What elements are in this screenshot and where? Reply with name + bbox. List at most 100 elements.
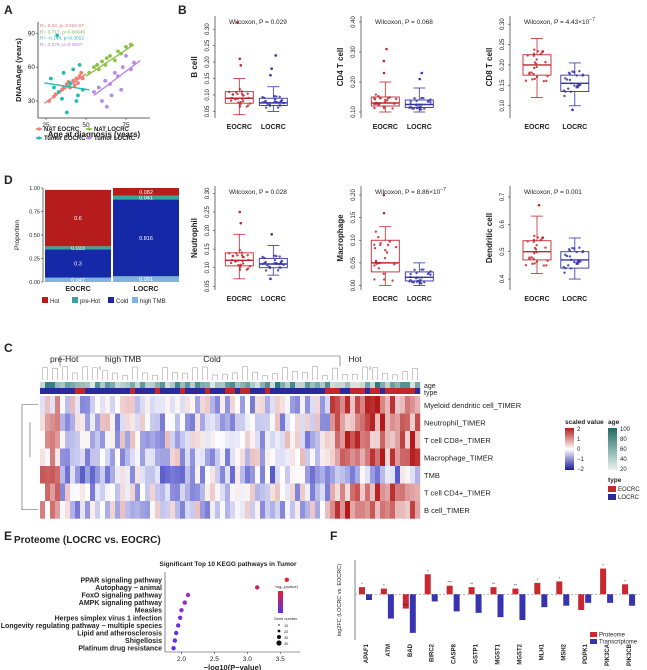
c-heat-cell	[225, 466, 231, 484]
box-point	[417, 276, 421, 279]
d0-bar-segment-pre-hot	[113, 195, 179, 200]
c-heat-cell	[360, 466, 366, 484]
c-heat-cell	[390, 431, 396, 449]
box-point	[413, 97, 416, 100]
c-heat-cell	[275, 501, 281, 519]
box-point	[531, 78, 534, 81]
box-point	[418, 108, 421, 111]
c-heat-cell	[385, 466, 391, 484]
c-type-cell	[65, 388, 71, 394]
c-heat-cell	[270, 396, 276, 414]
c-heat-cell	[365, 501, 371, 519]
c-heat-cell	[145, 413, 151, 432]
c-age-cell	[100, 382, 106, 388]
c-age-cell	[230, 382, 236, 388]
c-heat-cell	[115, 483, 121, 502]
box-ytick-label: 0.05	[351, 256, 357, 268]
c-scale-tick: 0	[577, 447, 581, 453]
c-heat-cell	[265, 431, 271, 449]
c-heat-cell	[50, 483, 56, 502]
c-heat-cell	[105, 413, 111, 432]
c-heat-cell	[300, 396, 306, 414]
c-heat-cell	[170, 396, 176, 414]
c-heat-cell	[175, 483, 181, 502]
c-heat-cell	[275, 448, 281, 467]
box-category-label: LOCRC	[261, 296, 286, 303]
c-heat-cell	[405, 501, 411, 519]
c-heat-cell	[375, 431, 381, 449]
a-xtick-label: 50	[82, 122, 90, 129]
box-point	[237, 263, 240, 267]
box-point	[379, 97, 382, 100]
c-heat-cell	[230, 501, 236, 519]
c-heat-cell	[130, 483, 136, 502]
c-heat-cell	[55, 483, 61, 502]
c-heat-cell	[265, 501, 271, 519]
box-point	[374, 102, 378, 105]
c-heat-cell	[120, 501, 126, 519]
a-point-tumor-locrc	[124, 53, 128, 58]
c-type-cell	[50, 388, 56, 394]
c-heat-cell	[370, 483, 376, 502]
c-heat-cell	[190, 466, 196, 484]
c-heat-cell	[315, 413, 321, 432]
f-star-label: *	[602, 563, 604, 568]
c-heat-cell	[245, 466, 251, 484]
c-heat-cell	[245, 483, 251, 502]
c-heat-cell	[135, 448, 141, 467]
c-heat-cell	[220, 413, 226, 432]
c-heat-cell	[195, 413, 201, 432]
c-heat-cell	[65, 466, 71, 484]
c-heat-cell	[130, 466, 136, 484]
c-heat-cell	[195, 466, 201, 484]
box-point	[415, 280, 419, 283]
e-xtick-label: 2.0	[177, 656, 186, 663]
c-heat-cell	[335, 466, 341, 484]
box-point	[227, 90, 231, 94]
f-star-label: *	[537, 577, 539, 582]
c-heat-cell	[380, 501, 386, 519]
e-point	[254, 585, 260, 590]
a-point-nat-eocrc	[79, 70, 84, 75]
c-row-label: B cell_TIMER	[424, 506, 470, 515]
c-heat-cell	[85, 466, 91, 484]
c-type-cell	[45, 388, 51, 394]
f-bar-proteome	[578, 594, 585, 610]
c-type-cell	[215, 388, 221, 394]
f-category-label: MSH2	[561, 643, 567, 660]
c-heat-cell	[50, 431, 56, 449]
box-panel-B3: 0.10 0.15 0.20 0.25 0.30 CD8 T cell Wilcoxon, …	[485, 16, 595, 131]
d0-segment-label: 0.082	[139, 190, 153, 196]
c-dendro-leaf	[182, 372, 188, 380]
e-point	[185, 592, 191, 598]
panel-letter-D: D	[4, 173, 13, 187]
c-scale-tick: 2	[577, 427, 581, 433]
c-heat-cell	[325, 431, 331, 449]
c-heat-cell	[200, 483, 206, 502]
c-heat-cell	[50, 396, 56, 414]
c-heat-cell	[45, 501, 51, 519]
box-body	[370, 239, 400, 273]
c-age-cell	[90, 382, 96, 388]
d0-legend-swatch	[72, 297, 78, 303]
c-type-cell	[180, 388, 186, 394]
f-bar-transcriptome	[387, 594, 394, 619]
a-point-tumor-eocrc	[64, 110, 69, 115]
box-point	[394, 245, 398, 249]
c-heat-cell	[205, 413, 211, 432]
f-star-label: **	[492, 581, 496, 586]
box-outlier	[270, 67, 273, 70]
a-point-tumor-locrc	[119, 87, 124, 92]
box-point	[230, 258, 234, 262]
box-point	[373, 246, 377, 250]
f-category-label: PIK3CA	[605, 643, 611, 666]
c-heat-cell	[305, 448, 311, 467]
box-point	[239, 101, 242, 104]
box-point	[575, 250, 578, 254]
f-bar-proteome	[600, 568, 607, 595]
c-dendro-leaf	[312, 366, 318, 380]
c-heat-cell	[220, 483, 226, 502]
c-heat-cell	[50, 448, 56, 467]
f-bar-transcriptome	[541, 594, 548, 608]
c-dendro-leaf	[242, 366, 248, 380]
